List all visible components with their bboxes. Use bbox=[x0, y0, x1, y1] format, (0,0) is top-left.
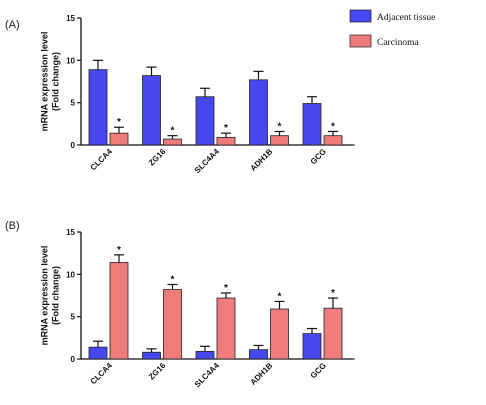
bar bbox=[302, 103, 322, 146]
y-axis-title-line: (Fold change) bbox=[51, 52, 61, 111]
significance-marker: * bbox=[224, 123, 228, 134]
legend-label: Adjacent tissue bbox=[377, 13, 435, 23]
x-tick-label: ZG16 bbox=[147, 147, 168, 168]
bar bbox=[216, 136, 236, 146]
significance-marker: * bbox=[224, 283, 228, 294]
y-tick-label: 0 bbox=[71, 141, 76, 150]
bar bbox=[216, 297, 236, 360]
bar bbox=[249, 79, 268, 146]
y-axis-title-line: mRNA expression level bbox=[40, 32, 50, 132]
legend: Adjacent tissue Carcinoma bbox=[349, 9, 435, 48]
bar bbox=[109, 132, 129, 146]
y-axis-title: mRNA expression level(Fold change) bbox=[40, 32, 61, 132]
bar bbox=[195, 96, 215, 146]
y-tick-label: 15 bbox=[66, 228, 75, 237]
x-tick-label: ZG16 bbox=[147, 361, 168, 382]
bar bbox=[323, 307, 343, 360]
bar bbox=[323, 135, 343, 146]
y-tick-label: 15 bbox=[66, 14, 75, 23]
y-tick-label: 5 bbox=[71, 313, 76, 322]
x-tick-label: SLC4A4 bbox=[193, 361, 221, 389]
x-tick-label: CLCA4 bbox=[89, 361, 115, 387]
panel-label: (B) bbox=[5, 220, 20, 232]
significance-marker: * bbox=[331, 121, 335, 132]
significance-marker: * bbox=[278, 291, 282, 302]
significance-marker: * bbox=[117, 245, 121, 256]
y-tick-label: 10 bbox=[66, 270, 75, 279]
y-axis-title: mRNA expression level(Fold change) bbox=[40, 246, 61, 346]
x-tick-label: CLCA4 bbox=[89, 147, 115, 173]
significance-marker: * bbox=[171, 274, 175, 285]
bar bbox=[163, 289, 182, 360]
y-axis-title-line: (Fold change) bbox=[51, 266, 61, 325]
legend-swatch bbox=[349, 9, 372, 23]
significance-marker: * bbox=[171, 126, 175, 137]
x-tick-label: ADH1B bbox=[249, 361, 275, 387]
bar bbox=[142, 351, 161, 360]
significance-marker: * bbox=[117, 117, 121, 128]
bar bbox=[249, 349, 268, 360]
y-tick-label: 0 bbox=[71, 355, 76, 364]
bar bbox=[270, 308, 289, 360]
x-tick-label: GCG bbox=[309, 147, 328, 166]
y-axis-title-line: mRNA expression level bbox=[40, 246, 50, 346]
legend-label: Carcinoma bbox=[377, 38, 419, 48]
bar bbox=[88, 69, 108, 146]
bar bbox=[109, 262, 129, 360]
x-tick-label: SLC4A4 bbox=[193, 147, 221, 175]
bar bbox=[270, 135, 289, 146]
bar bbox=[302, 333, 322, 360]
bar bbox=[163, 138, 182, 146]
y-tick-label: 5 bbox=[71, 99, 76, 108]
significance-marker: * bbox=[278, 121, 282, 132]
x-tick-label: ADH1B bbox=[249, 147, 275, 173]
panel-a: (A) mRNA expression level(Fold change) 0 5 1… bbox=[5, 14, 355, 175]
x-tick-label: GCG bbox=[309, 361, 328, 380]
bar bbox=[142, 75, 161, 146]
legend-swatch bbox=[349, 34, 372, 48]
significance-marker: * bbox=[331, 288, 335, 299]
panel-b: (B) mRNA expression level(Fold change) 0 5 1… bbox=[5, 220, 355, 389]
bar bbox=[88, 346, 108, 360]
y-tick-label: 10 bbox=[66, 56, 75, 65]
panel-label: (A) bbox=[5, 19, 20, 31]
bar bbox=[195, 350, 215, 360]
